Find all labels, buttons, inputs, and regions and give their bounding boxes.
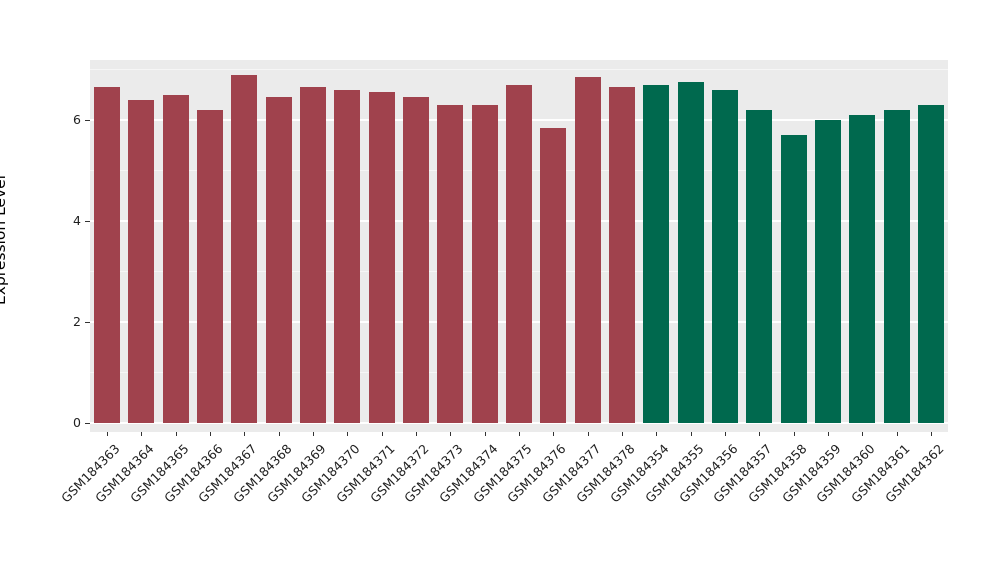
x-tick-mark (690, 432, 692, 436)
x-tick-mark (519, 432, 520, 436)
x-tick-mark (107, 432, 109, 436)
x-tick-mark (484, 432, 486, 436)
bar (300, 87, 327, 423)
x-tick-mark (724, 432, 726, 436)
bar (746, 109, 773, 423)
bar (780, 135, 807, 423)
x-tick-mark (450, 432, 452, 436)
bar (128, 99, 155, 423)
bar (574, 77, 601, 423)
bar (265, 97, 292, 423)
bar (711, 89, 738, 423)
y-tick-mark (85, 120, 90, 121)
major-gridline (90, 422, 948, 424)
x-tick-mark (313, 432, 315, 436)
y-tick-label: 6 (73, 112, 81, 127)
bar (162, 94, 189, 423)
x-tick-mark (587, 432, 589, 436)
x-tick-mark (930, 432, 932, 436)
bar (506, 84, 532, 423)
bar (814, 120, 841, 423)
x-tick-mark (827, 432, 829, 436)
x-tick-mark (553, 432, 555, 436)
y-tick-label: 4 (73, 213, 81, 228)
bar (677, 82, 704, 423)
x-tick-mark (381, 432, 383, 436)
bar (94, 87, 121, 423)
plot-panel (90, 60, 948, 432)
bar (883, 109, 910, 423)
bar (917, 104, 944, 423)
y-tick-mark (85, 423, 90, 424)
bar (540, 127, 567, 423)
x-tick-mark (278, 432, 280, 436)
x-tick-mark (759, 432, 761, 436)
x-tick-mark (793, 432, 795, 436)
x-tick-mark (416, 432, 418, 436)
y-tick-mark (85, 322, 90, 323)
x-tick-mark (621, 432, 623, 436)
x-tick-mark (896, 432, 898, 436)
y-tick-label: 0 (73, 415, 81, 430)
bar (643, 84, 670, 423)
bar (334, 89, 361, 423)
y-axis-title: Expression Level (0, 175, 9, 305)
bar (849, 114, 876, 423)
bar (231, 74, 258, 423)
y-tick-mark (85, 221, 90, 222)
bar (471, 104, 498, 423)
x-tick-mark (862, 432, 864, 436)
bar (437, 104, 464, 423)
bar (368, 92, 395, 423)
y-tick-label: 2 (73, 314, 81, 329)
bar (197, 109, 224, 423)
x-tick-mark (175, 432, 177, 436)
x-tick-mark (141, 432, 143, 436)
bar (608, 87, 635, 423)
minor-gridline (90, 69, 948, 70)
x-tick-mark (210, 432, 212, 436)
x-tick-mark (656, 432, 658, 436)
x-tick-mark (244, 432, 246, 436)
x-tick-mark (347, 432, 349, 436)
bar (403, 97, 430, 423)
